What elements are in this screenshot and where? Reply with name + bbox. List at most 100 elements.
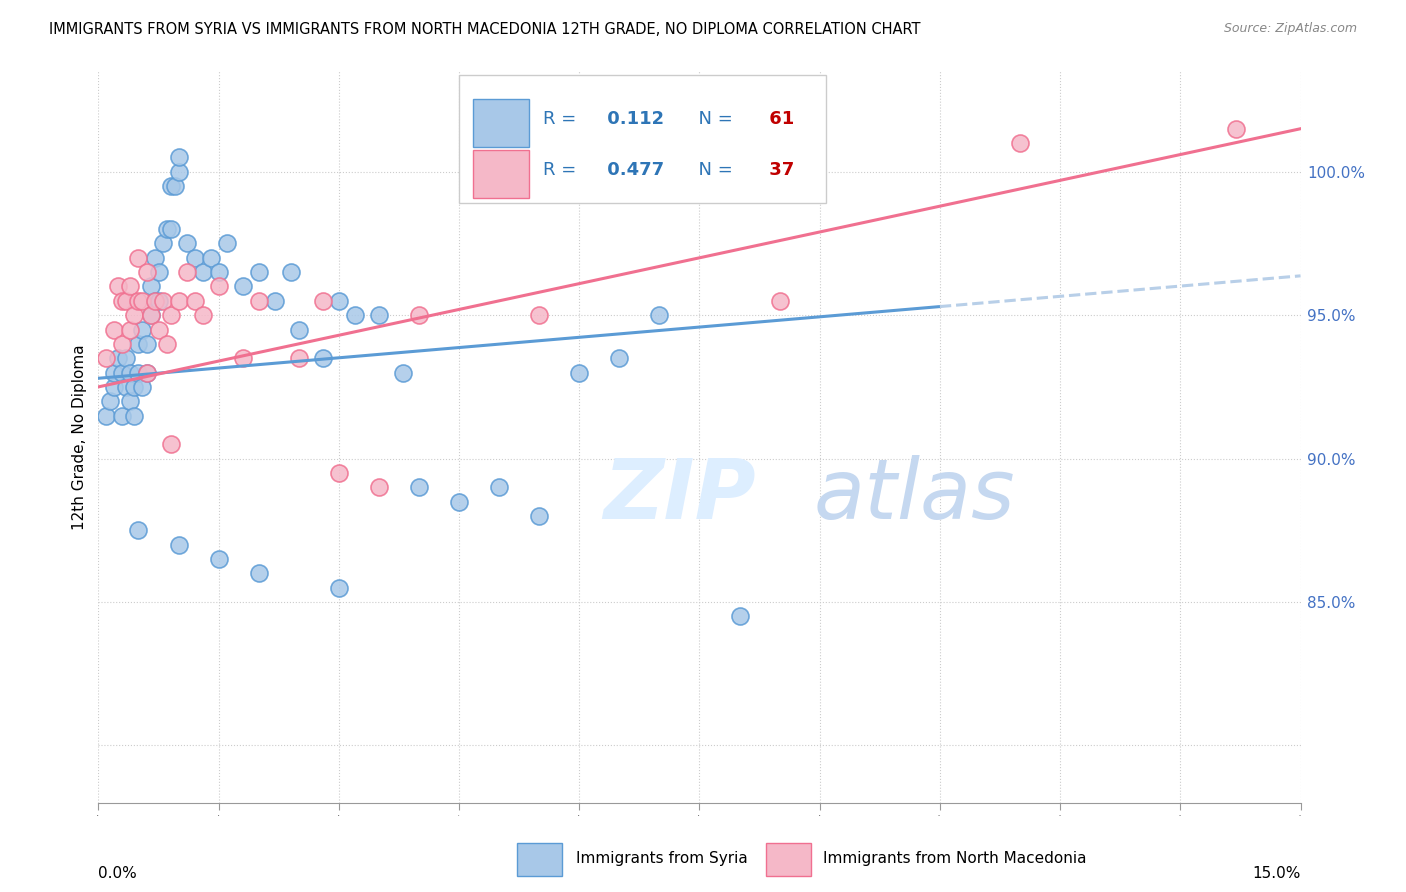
Point bbox=[568, 366, 591, 380]
Point bbox=[139, 279, 162, 293]
Point bbox=[120, 279, 142, 293]
Text: N =: N = bbox=[688, 110, 740, 128]
Point bbox=[100, 394, 122, 409]
Point bbox=[128, 524, 150, 538]
Point bbox=[288, 351, 311, 366]
Text: Immigrants from North Macedonia: Immigrants from North Macedonia bbox=[823, 851, 1085, 865]
Text: Immigrants from Syria: Immigrants from Syria bbox=[576, 851, 748, 865]
Point bbox=[135, 366, 157, 380]
Point bbox=[609, 351, 631, 366]
Point bbox=[120, 366, 142, 380]
Point bbox=[131, 293, 153, 308]
Point bbox=[103, 366, 125, 380]
Point bbox=[96, 409, 118, 423]
Point bbox=[139, 308, 162, 322]
Point bbox=[111, 293, 134, 308]
Point bbox=[191, 265, 214, 279]
Point bbox=[107, 351, 129, 366]
Text: 37: 37 bbox=[763, 161, 794, 179]
Point bbox=[120, 322, 142, 336]
Point bbox=[167, 165, 190, 179]
Point bbox=[111, 336, 134, 351]
Point bbox=[368, 308, 391, 322]
Point bbox=[103, 380, 125, 394]
Point bbox=[191, 308, 214, 322]
Point bbox=[529, 308, 551, 322]
Point bbox=[232, 279, 254, 293]
Point bbox=[176, 265, 198, 279]
Point bbox=[159, 179, 181, 194]
Text: Source: ZipAtlas.com: Source: ZipAtlas.com bbox=[1223, 22, 1357, 36]
Point bbox=[728, 609, 751, 624]
Point bbox=[111, 409, 134, 423]
Point bbox=[128, 366, 150, 380]
Point bbox=[159, 222, 181, 236]
Point bbox=[96, 351, 118, 366]
Point bbox=[155, 222, 177, 236]
Text: 15.0%: 15.0% bbox=[1253, 866, 1301, 881]
Text: R =: R = bbox=[543, 110, 582, 128]
Point bbox=[155, 336, 177, 351]
Y-axis label: 12th Grade, No Diploma: 12th Grade, No Diploma bbox=[72, 344, 87, 530]
Point bbox=[148, 322, 170, 336]
Text: R =: R = bbox=[543, 161, 582, 179]
FancyBboxPatch shape bbox=[474, 150, 529, 198]
Text: ZIP: ZIP bbox=[603, 455, 756, 536]
Text: 0.112: 0.112 bbox=[600, 110, 664, 128]
Point bbox=[115, 380, 138, 394]
Point bbox=[148, 293, 170, 308]
Point bbox=[447, 494, 470, 508]
Point bbox=[280, 265, 302, 279]
Point bbox=[648, 308, 671, 322]
Point bbox=[208, 279, 231, 293]
Point bbox=[232, 351, 254, 366]
FancyBboxPatch shape bbox=[458, 75, 825, 203]
Text: atlas: atlas bbox=[814, 455, 1015, 536]
Point bbox=[131, 322, 153, 336]
Point bbox=[163, 179, 186, 194]
Point bbox=[328, 293, 350, 308]
Point bbox=[159, 308, 181, 322]
Point bbox=[167, 538, 190, 552]
Point bbox=[208, 552, 231, 566]
Text: N =: N = bbox=[688, 161, 740, 179]
Point bbox=[488, 480, 510, 494]
Point bbox=[111, 366, 134, 380]
Point bbox=[124, 380, 146, 394]
Point bbox=[183, 251, 205, 265]
Point bbox=[1010, 136, 1032, 150]
Point bbox=[143, 293, 166, 308]
Point bbox=[128, 293, 150, 308]
Text: 61: 61 bbox=[763, 110, 794, 128]
Point bbox=[139, 308, 162, 322]
Point bbox=[135, 336, 157, 351]
Point bbox=[288, 322, 311, 336]
Point bbox=[143, 251, 166, 265]
Point bbox=[263, 293, 285, 308]
Point bbox=[124, 308, 146, 322]
Point bbox=[183, 293, 205, 308]
Point bbox=[368, 480, 391, 494]
Point bbox=[152, 236, 174, 251]
Point bbox=[135, 265, 157, 279]
Point bbox=[343, 308, 366, 322]
Point bbox=[312, 351, 335, 366]
Point bbox=[176, 236, 198, 251]
Point bbox=[103, 322, 125, 336]
Point bbox=[247, 566, 270, 581]
Point bbox=[167, 150, 190, 164]
Point bbox=[152, 293, 174, 308]
Point bbox=[135, 366, 157, 380]
Point bbox=[769, 293, 792, 308]
Point bbox=[159, 437, 181, 451]
Point bbox=[124, 409, 146, 423]
Point bbox=[167, 293, 190, 308]
FancyBboxPatch shape bbox=[474, 99, 529, 146]
Point bbox=[215, 236, 238, 251]
Point bbox=[392, 366, 415, 380]
Point bbox=[328, 581, 350, 595]
Text: 0.477: 0.477 bbox=[600, 161, 664, 179]
Point bbox=[200, 251, 222, 265]
Point bbox=[128, 251, 150, 265]
Point bbox=[131, 380, 153, 394]
